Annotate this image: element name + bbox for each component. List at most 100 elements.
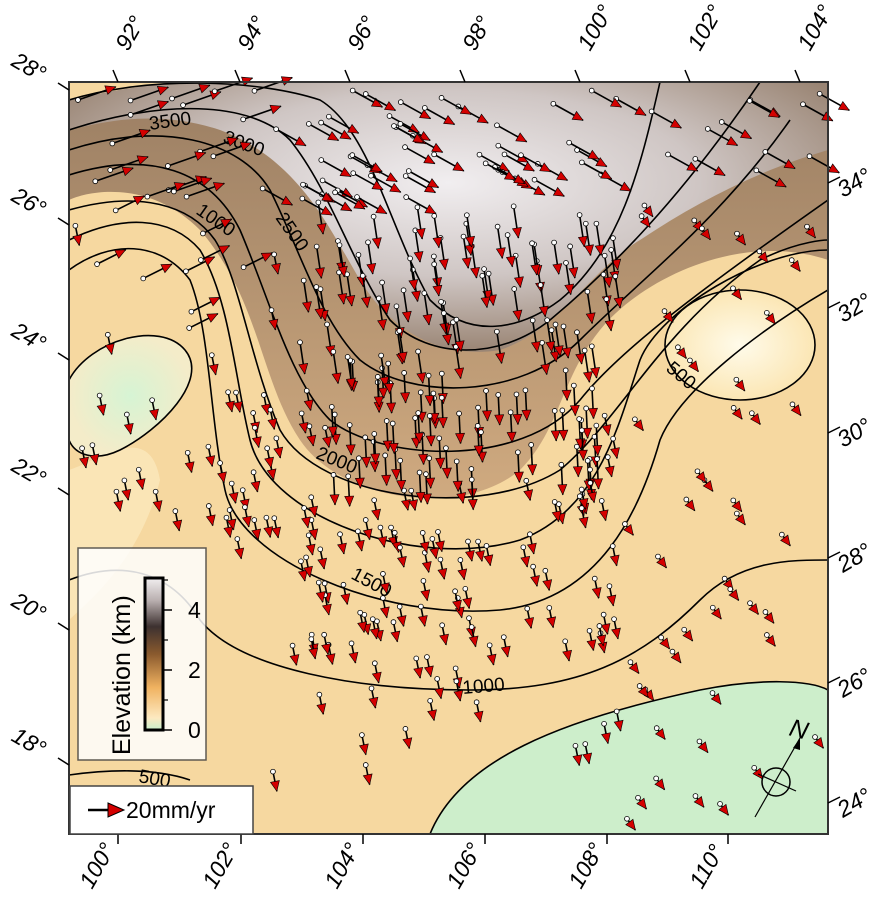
- gps-station-marker: [385, 360, 391, 367]
- gps-station-marker: [456, 410, 462, 417]
- velocity-vector-head: [500, 645, 511, 658]
- gps-station-marker: [438, 394, 445, 401]
- gps-station-marker: [383, 418, 390, 424]
- gps-station-marker: [542, 567, 549, 574]
- colorbar-tick: 0: [188, 717, 201, 743]
- velocity-vector-head: [114, 249, 127, 259]
- velocity-vector-head: [380, 303, 391, 315]
- gps-station-marker: [522, 387, 529, 394]
- velocity-vector-head: [600, 623, 611, 635]
- velocity-vector-head: [578, 516, 589, 529]
- velocity-vector-head: [345, 444, 356, 456]
- velocity-vector-head: [684, 499, 696, 512]
- gps-station-marker: [300, 181, 306, 188]
- gps-station-marker: [407, 255, 413, 262]
- gps-station-marker: [357, 609, 363, 616]
- velocity-vector-head: [411, 290, 421, 303]
- gps-station-marker: [322, 424, 328, 431]
- gps-station-marker: [315, 579, 322, 586]
- gps-station-marker: [402, 173, 409, 179]
- x-tick-label-top: 98°: [457, 11, 497, 54]
- velocity-vector-head: [700, 228, 711, 241]
- gps-station-marker: [401, 370, 407, 376]
- velocity-vector-head: [545, 340, 556, 353]
- velocity-vector-head: [572, 466, 583, 478]
- velocity-vector-head: [533, 185, 546, 196]
- velocity-vector-head: [521, 409, 532, 421]
- velocity-vector-head: [225, 400, 235, 413]
- gps-station-marker: [594, 456, 600, 462]
- gps-station-marker: [717, 801, 723, 807]
- gps-station-marker: [779, 531, 785, 538]
- gps-station-marker: [140, 275, 147, 282]
- gps-station-marker: [233, 389, 239, 396]
- velocity-vector-head: [337, 293, 348, 305]
- gps-station-marker: [589, 343, 595, 350]
- gps-station-marker: [391, 529, 398, 536]
- velocity-vector-head: [558, 429, 569, 442]
- gps-station-marker: [601, 412, 608, 419]
- velocity-vector-head: [473, 445, 484, 457]
- velocity-vector-head: [220, 218, 233, 229]
- velocity-vector-head: [596, 634, 607, 647]
- velocity-vector-head: [271, 526, 282, 539]
- gps-station-marker: [641, 202, 648, 209]
- gps-station-marker: [337, 531, 343, 537]
- velocity-vector-head: [540, 363, 551, 376]
- gps-station-marker: [408, 487, 415, 494]
- velocity-vector-head: [303, 565, 313, 578]
- gps-station-marker: [504, 232, 511, 238]
- gps-station-marker: [452, 588, 458, 595]
- gps-station-marker: [388, 524, 394, 531]
- velocity-vector-head: [172, 519, 183, 532]
- x-tick-label: 108°: [563, 838, 609, 892]
- velocity-vector-head: [774, 177, 787, 188]
- gps-station-marker: [250, 469, 257, 476]
- velocity-vector-head: [320, 205, 333, 216]
- x-tick-label-top: 94°: [232, 11, 272, 54]
- gps-station-marker: [250, 410, 256, 416]
- gps-station-marker: [691, 217, 698, 224]
- velocity-vector-head: [325, 653, 336, 666]
- gps-station-marker: [346, 422, 353, 428]
- gps-station-marker: [372, 660, 378, 667]
- gps-station-marker: [239, 487, 246, 493]
- velocity-vector-head: [606, 594, 617, 607]
- velocity-vector-head: [522, 161, 535, 172]
- gps-station-marker: [362, 91, 369, 97]
- velocity-vector-head: [441, 467, 452, 479]
- velocity-vector-head: [455, 432, 466, 445]
- gps-station-marker: [184, 449, 191, 456]
- velocity-vector-head: [384, 101, 397, 111]
- gps-station-marker: [368, 172, 374, 179]
- map-frame: [68, 81, 829, 835]
- gps-station-marker: [692, 793, 699, 799]
- velocity-vector-head: [513, 471, 524, 483]
- gps-station-marker: [638, 213, 645, 219]
- gps-station-marker: [578, 486, 585, 493]
- gps-station-marker: [234, 536, 241, 542]
- velocity-vector-head: [520, 555, 531, 568]
- colorbar-tick: 2: [188, 657, 201, 683]
- gps-station-marker: [374, 618, 380, 625]
- velocity-vector-head: [184, 461, 195, 474]
- y-tick-label-right: 26°: [832, 662, 876, 702]
- gps-station-marker: [435, 529, 441, 535]
- velocity-vector-head: [524, 617, 535, 629]
- gps-station-marker: [389, 420, 396, 427]
- velocity-vector-head: [582, 752, 593, 765]
- gps-station-marker: [152, 488, 159, 495]
- velocity-vector-head: [584, 244, 594, 257]
- gps-station-marker: [354, 194, 360, 200]
- velocity-vector-head: [266, 468, 277, 481]
- gps-station-marker: [434, 676, 440, 682]
- gps-station-marker: [495, 392, 502, 398]
- gps-station-marker: [268, 307, 275, 313]
- gps-station-marker: [369, 616, 376, 622]
- velocity-vector-head: [366, 262, 377, 275]
- velocity-vector-head: [435, 540, 445, 553]
- gps-station-marker: [558, 461, 565, 468]
- gps-station-marker: [658, 634, 664, 641]
- velocity-vector-head: [424, 183, 437, 193]
- velocity-vector-head: [636, 797, 647, 810]
